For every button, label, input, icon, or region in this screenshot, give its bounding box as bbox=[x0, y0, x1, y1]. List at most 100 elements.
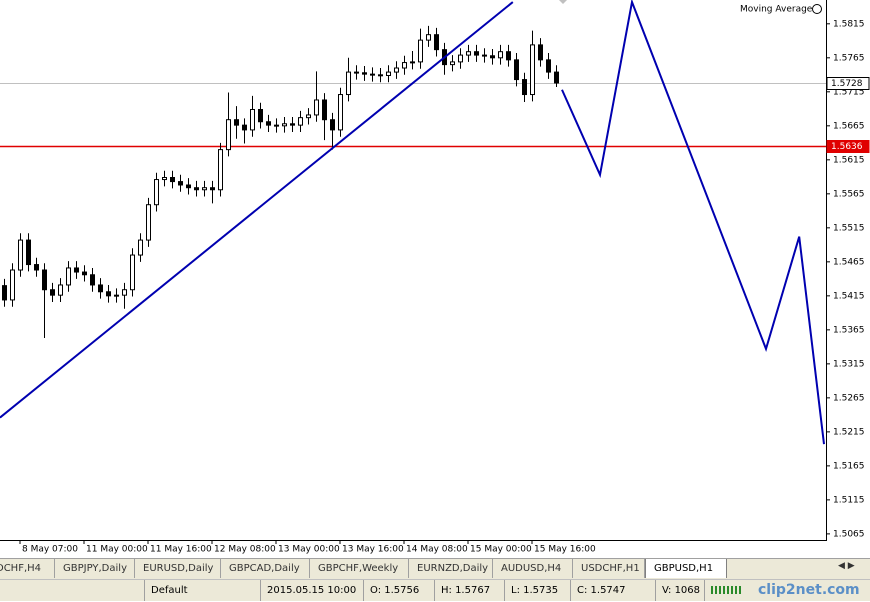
y-tick-label: 1.5215 bbox=[833, 427, 865, 437]
price-box bbox=[826, 77, 870, 90]
candle-body bbox=[458, 54, 463, 63]
y-tick-label: 1.5765 bbox=[833, 53, 865, 63]
candle-body bbox=[394, 67, 399, 73]
chart-tab[interactable]: EURUSD,Daily bbox=[135, 559, 221, 578]
y-tick-label: 1.5365 bbox=[833, 325, 865, 335]
candle-body bbox=[74, 267, 79, 273]
candle-body bbox=[146, 204, 151, 241]
tab-bar: DCHF,H4 GBPJPY,Daily EURUSD,Daily GBPCAD,Da… bbox=[0, 558, 870, 579]
y-tick-label: 1.5665 bbox=[833, 121, 865, 131]
candle-body bbox=[66, 267, 71, 286]
candle-body bbox=[322, 99, 327, 121]
candle-body bbox=[546, 59, 551, 73]
candle-body bbox=[138, 239, 143, 256]
y-tick-label: 1.5615 bbox=[833, 155, 865, 165]
chart-tab[interactable]: AUDUSD,H4 bbox=[493, 559, 573, 578]
status-cell: O: 1.5756 bbox=[363, 580, 419, 601]
candle-body bbox=[162, 177, 167, 181]
candle-body bbox=[378, 74, 383, 77]
candle-body bbox=[170, 177, 175, 183]
candle-body bbox=[202, 187, 207, 191]
chart-tab[interactable]: GBPUSD,H1 bbox=[645, 559, 727, 578]
candle-body bbox=[338, 94, 343, 131]
candle-body bbox=[370, 73, 375, 76]
candle-body bbox=[346, 71, 351, 96]
candle-body bbox=[530, 44, 535, 96]
candle-body bbox=[258, 108, 263, 123]
x-tick-label: 14 May 08:00 bbox=[406, 545, 468, 555]
price-box-label: 1.5728 bbox=[831, 79, 863, 89]
x-tick-label: 8 May 07:00 bbox=[22, 545, 78, 555]
candle-body bbox=[154, 179, 159, 206]
x-tick-label: 11 May 16:00 bbox=[150, 545, 212, 555]
price-box-label: 1.5636 bbox=[831, 142, 863, 152]
x-tick-label: 15 May 00:00 bbox=[470, 545, 532, 555]
candle-body bbox=[114, 294, 119, 297]
chart-background bbox=[0, 0, 870, 558]
y-tick-label: 1.5065 bbox=[833, 529, 865, 539]
candle-body bbox=[98, 284, 103, 293]
chart-tab[interactable]: GBPCAD,Daily bbox=[221, 559, 310, 578]
candle-body bbox=[194, 187, 199, 191]
candle-body bbox=[554, 71, 559, 84]
status-cell: Default bbox=[144, 580, 188, 601]
chart-tab[interactable]: GBPCHF,Weekly bbox=[310, 559, 409, 578]
status-cell: 2015.05.15 10:00 bbox=[260, 580, 356, 601]
trendline bbox=[0, 1, 514, 419]
candle-body bbox=[50, 289, 55, 296]
tab-scroll[interactable]: ◀ ▶ bbox=[838, 561, 855, 571]
x-tick-label: 13 May 16:00 bbox=[342, 545, 404, 555]
status-cell: V: 1068 bbox=[655, 580, 700, 601]
candle-body bbox=[410, 61, 415, 64]
candle-body bbox=[490, 55, 495, 59]
chart: Moving Average 1.5815 1.5765 1.5715 1.5665 1… bbox=[0, 0, 870, 558]
indicator-icon[interactable] bbox=[812, 4, 822, 14]
candle-body bbox=[522, 79, 527, 96]
chart-tab[interactable]: USDCHF,H1 bbox=[573, 559, 645, 578]
y-tick-label: 1.5565 bbox=[833, 189, 865, 199]
candle-body bbox=[242, 124, 247, 131]
candle-body bbox=[90, 274, 95, 286]
y-tick-label: 1.5515 bbox=[833, 223, 865, 233]
price-box bbox=[826, 140, 870, 153]
candle-body bbox=[2, 285, 7, 301]
chart-tab[interactable]: DCHF,H4 bbox=[0, 559, 55, 578]
candle-body bbox=[306, 114, 311, 119]
y-tick-label: 1.5315 bbox=[833, 359, 865, 369]
y-tick-label: 1.5165 bbox=[833, 461, 865, 471]
candle-body bbox=[298, 117, 303, 126]
candle-body bbox=[226, 119, 231, 151]
status-bar: clip2net.com Default 2015.05.15 10:00 O: 1… bbox=[0, 579, 870, 601]
candle-body bbox=[130, 254, 135, 291]
x-tick-label: 12 May 08:00 bbox=[214, 545, 276, 555]
candle-body bbox=[82, 271, 87, 276]
candle-body bbox=[418, 39, 423, 63]
candle-body bbox=[290, 123, 295, 126]
y-tick-label: 1.5715 bbox=[833, 87, 865, 97]
candle-body bbox=[506, 51, 511, 61]
y-tick-label: 1.5465 bbox=[833, 257, 865, 267]
connection-indicator bbox=[704, 580, 755, 601]
chart-tab[interactable]: EURNZD,Daily bbox=[409, 559, 493, 578]
x-tick-label: 11 May 00:00 bbox=[86, 545, 148, 555]
chart-tab[interactable]: GBPJPY,Daily bbox=[55, 559, 135, 578]
candle-body bbox=[538, 44, 543, 61]
candle-body bbox=[10, 269, 15, 301]
status-cell: C: 1.5747 bbox=[570, 580, 626, 601]
y-tick-label: 1.5115 bbox=[833, 495, 865, 505]
candle-body bbox=[282, 123, 287, 127]
candle-body bbox=[186, 184, 191, 189]
y-tick-label: 1.5815 bbox=[833, 19, 865, 29]
candle-body bbox=[26, 239, 31, 266]
candle-body bbox=[466, 51, 471, 56]
candle-body bbox=[482, 54, 487, 57]
candle-body bbox=[362, 72, 367, 75]
y-tick-label: 1.5415 bbox=[833, 291, 865, 301]
candle-body bbox=[450, 61, 455, 66]
y-tick-label: 1.5265 bbox=[833, 393, 865, 403]
candle-body bbox=[266, 121, 271, 126]
candle-body bbox=[218, 149, 223, 191]
logo: clip2net.com bbox=[758, 582, 860, 598]
candle-body bbox=[42, 269, 47, 291]
candle-body bbox=[18, 239, 23, 271]
